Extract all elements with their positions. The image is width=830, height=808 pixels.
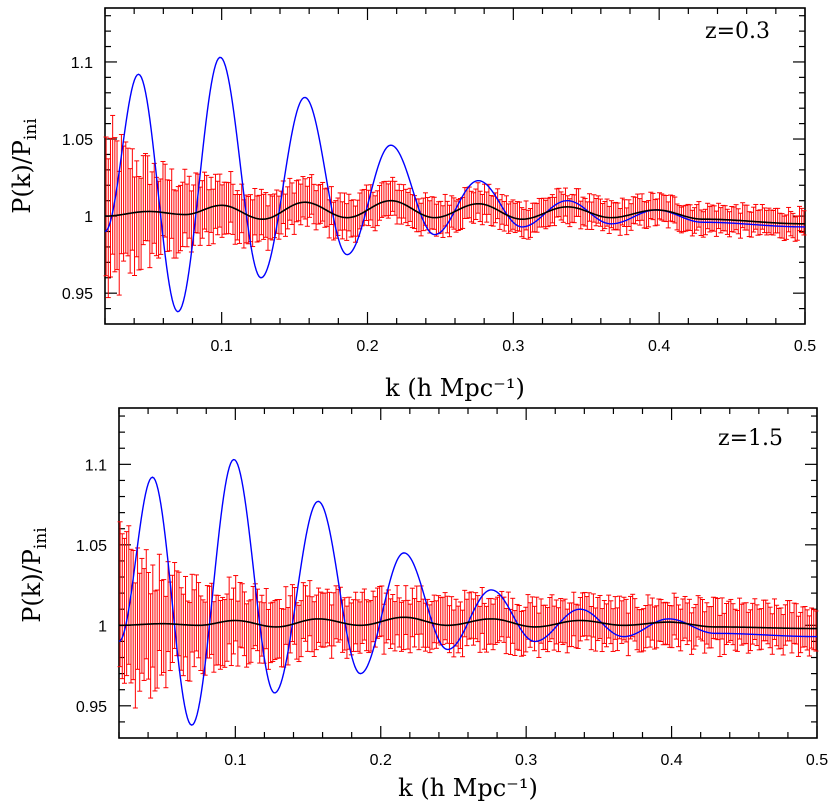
x-tick-label: 0.1 (211, 338, 233, 355)
y-tick-label: 1 (98, 618, 107, 635)
y-tick-label: 1.1 (85, 457, 107, 474)
tick-marks (104, 8, 806, 324)
x-tick-label: 0.4 (660, 752, 682, 769)
svg-text:P(k)/Pini: P(k)/Pini (18, 527, 51, 623)
errorbar-series (103, 114, 807, 299)
y-tick-label: 1.05 (62, 132, 93, 149)
y-tick-labels: 0.95 1 1.05 1.1 (76, 457, 107, 715)
tick-marks (118, 408, 818, 738)
y-axis-label-sub: ini (21, 118, 41, 140)
y-axis-label: P(k)/Pini (8, 118, 41, 214)
x-tick-label: 0.5 (794, 338, 816, 355)
linear-theory-series-line (104, 56, 805, 313)
smoothed-model-series-line (104, 199, 805, 225)
svg-text:P(k)/Pini: P(k)/Pini (8, 118, 41, 214)
y-axis-label-main: P(k)/P (8, 140, 36, 214)
x-tick-labels: 0.1 0.2 0.3 0.4 0.5 (211, 338, 817, 355)
y-tick-label: 0.95 (76, 699, 107, 716)
x-tick-label: 0.4 (648, 338, 670, 355)
x-tick-label: 0.2 (356, 338, 378, 355)
redshift-label: z=0.3 (705, 19, 770, 44)
y-tick-label: 1.1 (71, 55, 93, 72)
x-tick-label: 0.2 (370, 752, 392, 769)
series-group (117, 458, 819, 726)
y-axis-label-sub: ini (31, 527, 51, 549)
x-tick-label: 0.1 (224, 752, 246, 769)
x-axis-label: k (h Mpc⁻¹) (398, 774, 538, 802)
y-axis-label-main: P(k)/P (18, 549, 46, 623)
x-tick-label: 0.5 (806, 752, 828, 769)
errorbar-series (117, 521, 819, 709)
x-tick-label: 0.3 (515, 752, 537, 769)
y-tick-label: 1.05 (76, 538, 107, 555)
chart-panel-bottom: 0.95 1 1.05 1.1 0.1 0.2 0.3 0.4 0.5 z=1.5 k (h … (18, 407, 828, 802)
y-tick-label: 0.95 (62, 286, 93, 303)
redshift-label: z=1.5 (718, 426, 783, 451)
series-group (103, 56, 807, 313)
smoothed-model-series-line (118, 616, 817, 630)
x-axis-label: k (h Mpc⁻¹) (385, 374, 525, 402)
plot-frame (118, 407, 818, 739)
chart-panel-top: 0.95 1 1.05 1.1 0.1 0.2 0.3 0.4 0.5 z=0.3 k (h … (8, 7, 817, 402)
y-tick-label: 1 (84, 209, 93, 226)
plot-frame (104, 7, 806, 325)
x-tick-label: 0.3 (502, 338, 524, 355)
y-tick-labels: 0.95 1 1.05 1.1 (62, 55, 93, 303)
x-tick-labels: 0.1 0.2 0.3 0.4 0.5 (224, 752, 828, 769)
y-axis-label: P(k)/Pini (18, 527, 51, 623)
